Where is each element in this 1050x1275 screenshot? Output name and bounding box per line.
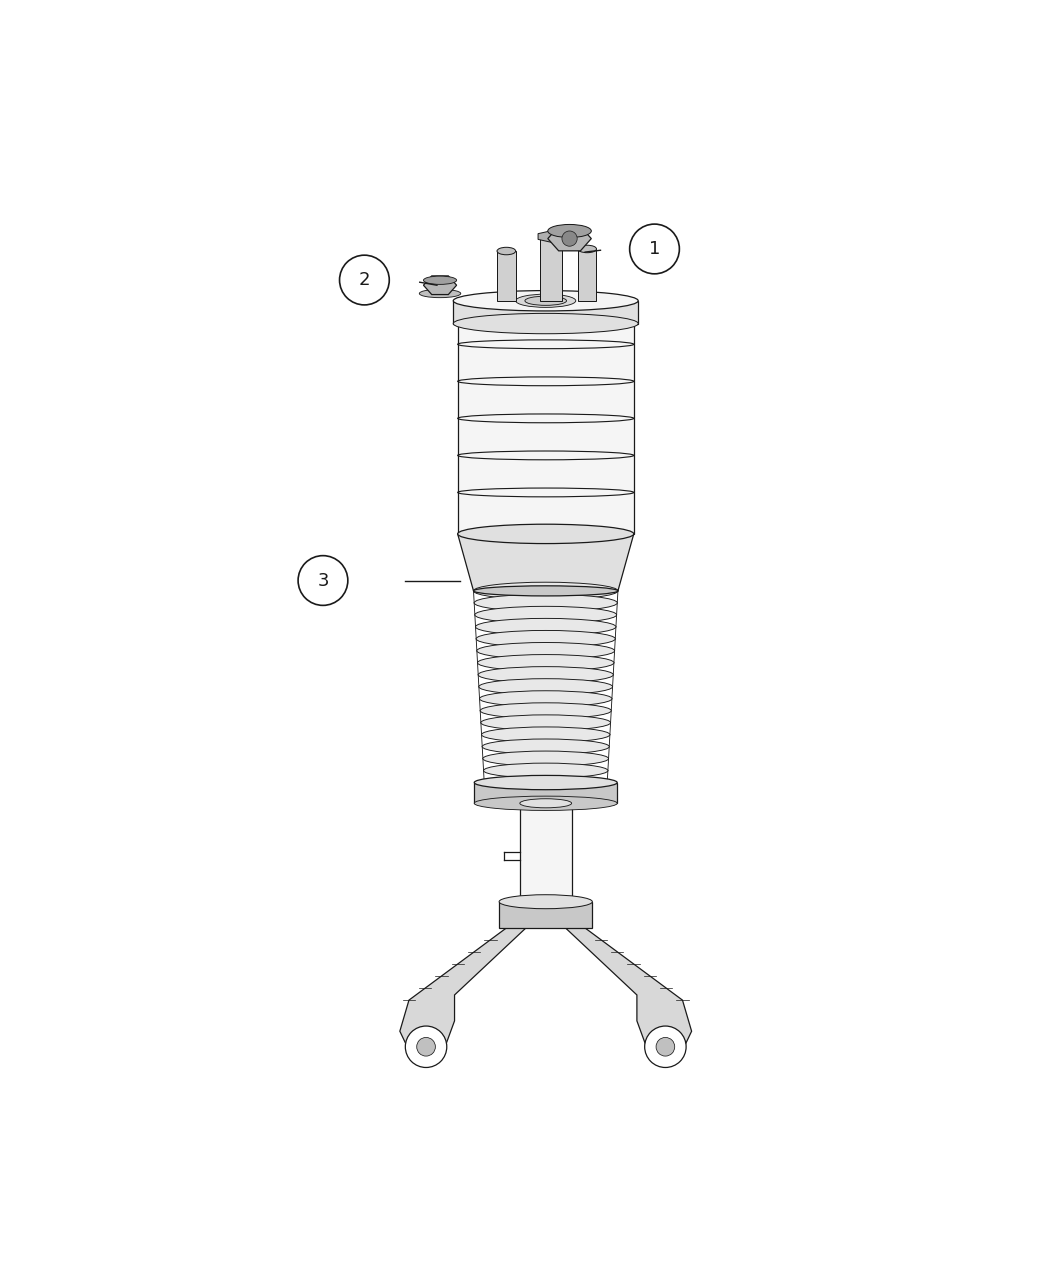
Polygon shape xyxy=(548,227,591,251)
Ellipse shape xyxy=(479,678,612,695)
Bar xyxy=(475,783,617,803)
Ellipse shape xyxy=(482,727,610,742)
Ellipse shape xyxy=(454,291,638,311)
Circle shape xyxy=(339,255,390,305)
Ellipse shape xyxy=(477,630,615,648)
Ellipse shape xyxy=(474,583,618,599)
Circle shape xyxy=(405,1026,446,1067)
Circle shape xyxy=(562,231,578,246)
Ellipse shape xyxy=(475,594,617,612)
Ellipse shape xyxy=(525,296,567,305)
Ellipse shape xyxy=(458,524,634,543)
Ellipse shape xyxy=(548,224,591,237)
Ellipse shape xyxy=(484,776,608,788)
Ellipse shape xyxy=(497,247,516,255)
Bar xyxy=(578,249,596,301)
Text: 1: 1 xyxy=(649,240,660,258)
Ellipse shape xyxy=(475,796,617,811)
Ellipse shape xyxy=(478,667,613,683)
Ellipse shape xyxy=(480,703,611,719)
Circle shape xyxy=(417,1038,436,1056)
Bar xyxy=(458,324,634,534)
Ellipse shape xyxy=(482,740,609,755)
Ellipse shape xyxy=(419,289,461,297)
Bar xyxy=(454,301,638,324)
Ellipse shape xyxy=(480,691,612,706)
Circle shape xyxy=(298,556,348,606)
Ellipse shape xyxy=(476,618,616,635)
Ellipse shape xyxy=(475,607,616,623)
Text: 2: 2 xyxy=(359,272,371,289)
Ellipse shape xyxy=(578,245,596,252)
Ellipse shape xyxy=(474,585,618,595)
Ellipse shape xyxy=(484,764,608,778)
Ellipse shape xyxy=(520,798,571,808)
Bar xyxy=(499,901,592,928)
Ellipse shape xyxy=(477,643,614,659)
Polygon shape xyxy=(458,534,634,590)
Polygon shape xyxy=(565,928,692,1062)
Ellipse shape xyxy=(423,277,457,284)
Ellipse shape xyxy=(499,895,592,909)
Text: 3: 3 xyxy=(317,571,329,589)
Polygon shape xyxy=(423,275,457,295)
Circle shape xyxy=(645,1026,686,1067)
Ellipse shape xyxy=(481,715,610,731)
Polygon shape xyxy=(400,928,526,1062)
Ellipse shape xyxy=(483,751,609,766)
Ellipse shape xyxy=(454,314,638,334)
Circle shape xyxy=(656,1038,675,1056)
Ellipse shape xyxy=(516,295,575,307)
Circle shape xyxy=(630,224,679,274)
Polygon shape xyxy=(538,231,564,242)
Ellipse shape xyxy=(478,654,614,671)
Ellipse shape xyxy=(475,775,617,789)
Bar xyxy=(497,251,516,301)
Bar xyxy=(540,237,563,301)
Bar xyxy=(520,803,571,901)
